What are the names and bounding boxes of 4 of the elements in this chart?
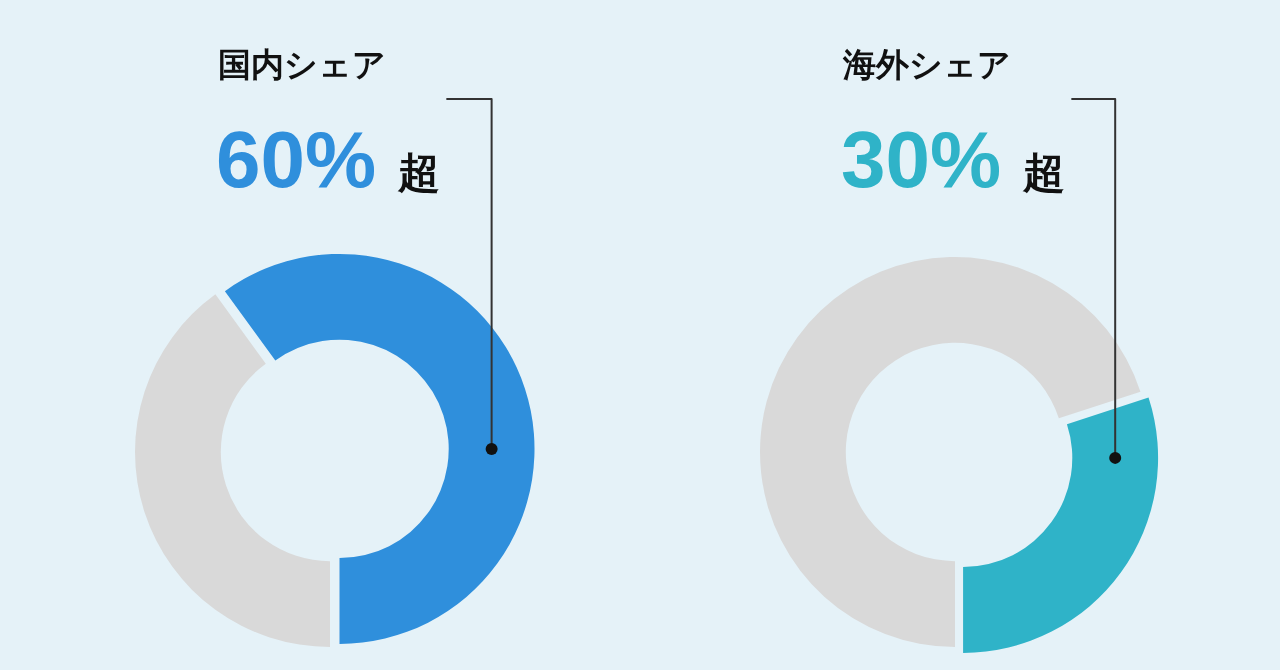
chart-title: 海外シェア bbox=[842, 45, 1011, 84]
chart-title: 国内シェア bbox=[218, 45, 386, 84]
data-label: 30% 超 bbox=[841, 115, 1066, 204]
data-label: 60% 超 bbox=[216, 115, 441, 204]
